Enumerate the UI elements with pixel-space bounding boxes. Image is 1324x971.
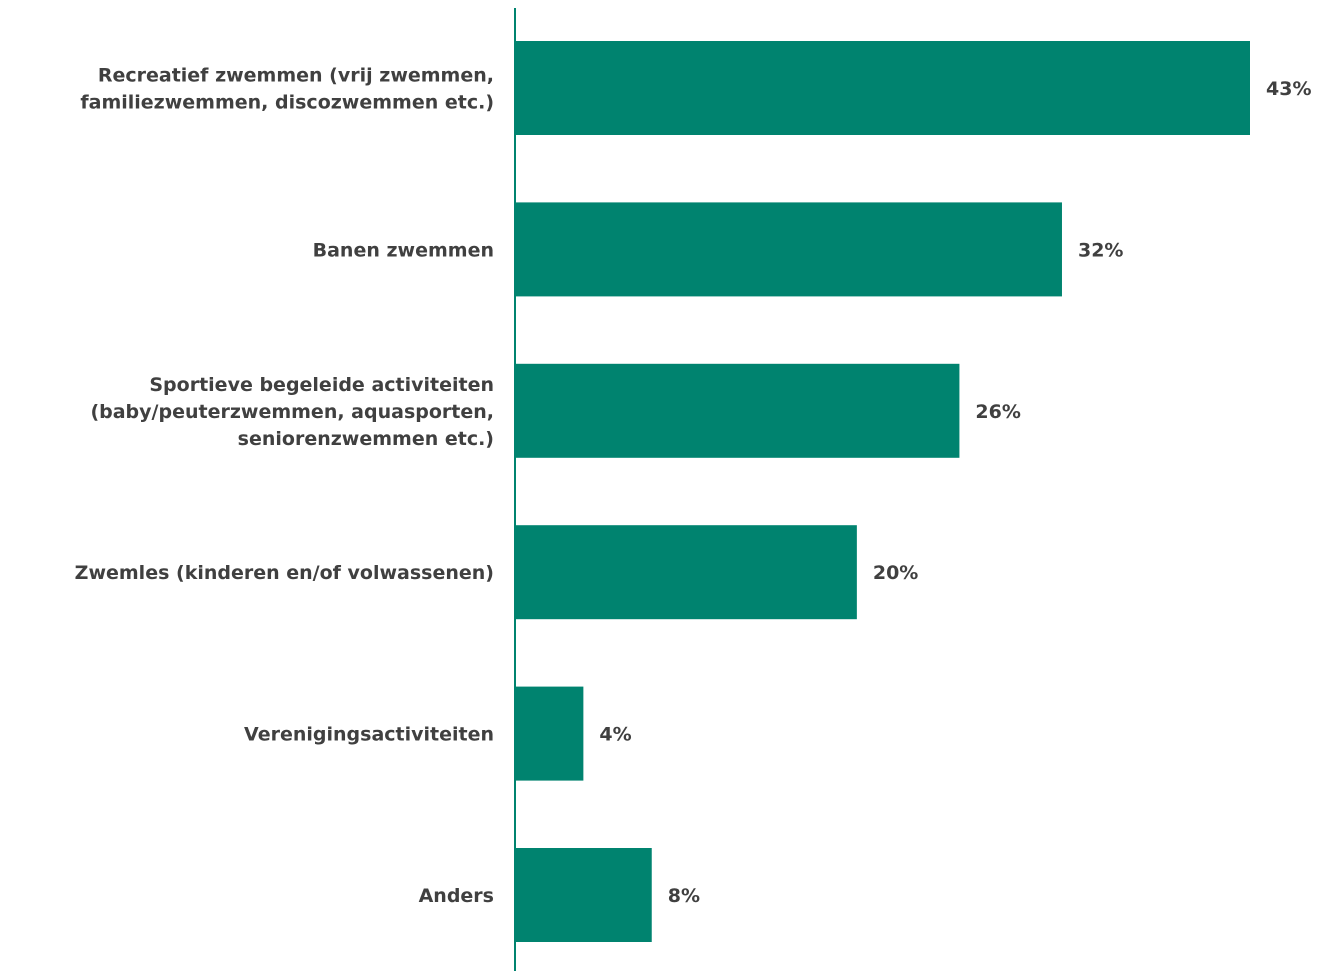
category-label-line: (baby/peuterzwemmen, aquasporten,	[90, 401, 494, 423]
category-label-line: seniorenzwemmen etc.)	[238, 428, 494, 450]
bar-3	[515, 525, 857, 620]
value-label-3: 20%	[873, 562, 918, 584]
bar-5	[515, 848, 652, 942]
category-label-5: Anders	[419, 885, 494, 907]
category-label-4: Verenigingsactiviteiten	[244, 724, 494, 746]
category-label-line: Sportieve begeleide activiteiten	[149, 374, 494, 396]
category-label-2: Sportieve begeleide activiteiten (baby/pe…	[90, 374, 494, 450]
category-label-line: Anders	[419, 885, 494, 907]
category-label-1: Banen zwemmen	[313, 239, 494, 261]
category-label-0: Recreatief zwemmen (vrij zwemmen, familie…	[80, 65, 494, 114]
value-label-2: 26%	[975, 401, 1020, 423]
bar-4	[515, 686, 584, 781]
category-label-line: familiezwemmen, discozwemmen etc.)	[80, 92, 494, 114]
bar-2	[515, 363, 960, 458]
bars-group: 43% Recreatief zwemmen (vrij zwemmen, fami…	[75, 41, 1311, 942]
value-label-1: 32%	[1078, 239, 1123, 261]
value-label-4: 4%	[599, 724, 631, 746]
category-label-line: Recreatief zwemmen (vrij zwemmen,	[98, 65, 494, 87]
bar-1	[515, 202, 1062, 297]
category-label-3: Zwemles (kinderen en/of volwassenen)	[75, 562, 494, 584]
category-label-line: Verenigingsactiviteiten	[244, 724, 494, 746]
value-label-0: 43%	[1266, 78, 1311, 100]
category-label-line: Zwemles (kinderen en/of volwassenen)	[75, 562, 494, 584]
bar-0	[515, 41, 1250, 135]
category-label-line: Banen zwemmen	[313, 239, 494, 261]
value-label-5: 8%	[668, 885, 700, 907]
